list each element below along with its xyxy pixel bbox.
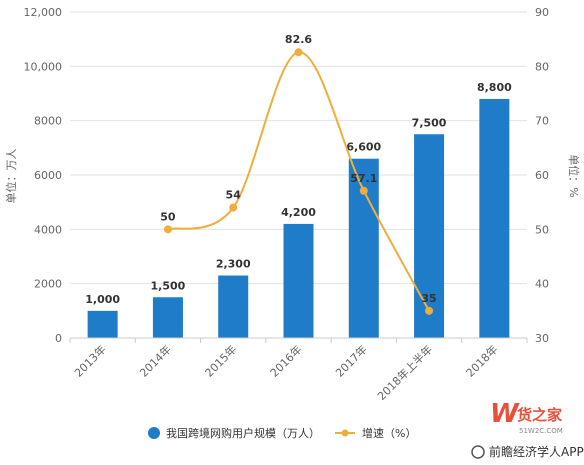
footer-logo-icon	[471, 445, 485, 459]
legend: 我国跨境网购用户规模（万人） 增速（%）	[148, 426, 416, 440]
y-axis-left-title: 单位：万人	[4, 149, 18, 204]
bar-data-label: 2,300	[216, 258, 251, 271]
line-data-label: 57.1	[350, 172, 377, 185]
bar-data-label: 8,800	[477, 81, 512, 94]
legend-bar-marker	[148, 427, 160, 439]
badge-text: 货之家	[517, 406, 562, 424]
x-tick-label: 2015年	[202, 342, 239, 379]
y-left-tick-label: 10,000	[24, 60, 63, 73]
y-left-tick-label: 8000	[34, 115, 62, 128]
line-point	[425, 306, 434, 315]
bar	[283, 223, 314, 338]
y-right-tick-label: 50	[535, 223, 549, 236]
badge-logo-mark: W	[490, 399, 520, 429]
footer-watermark: 前瞻经济学人APP	[471, 444, 584, 459]
bar	[479, 98, 510, 338]
y-right-tick-label: 80	[535, 60, 549, 73]
y-left-tick-label: 0	[55, 332, 62, 345]
y-axis-right-title: 单位：%	[567, 154, 581, 197]
site-badge: W 货之家 51W2C.COM	[490, 399, 563, 435]
bar-data-label: 4,200	[281, 206, 316, 219]
bar	[152, 297, 183, 338]
y-right-tick-label: 60	[535, 169, 549, 182]
footer-text: 前瞻经济学人APP	[489, 444, 584, 459]
x-tick-label: 2014年	[137, 342, 174, 379]
bar-series: 1,000 1,500 2,300 4,200 6,600 7,500 8,800	[85, 81, 512, 338]
y-right-tick-label: 40	[535, 278, 549, 291]
badge-subtext: 51W2C.COM	[519, 427, 563, 435]
y-right-tick-label: 90	[535, 6, 549, 19]
x-tick-label: 2016年	[267, 342, 304, 379]
line-point	[163, 225, 172, 234]
legend-line-label: 增速（%）	[362, 426, 416, 440]
y-left-tick-label: 12,000	[24, 6, 63, 19]
x-tick-label: 2018年上半年	[374, 342, 435, 403]
y-left-tick-label: 2000	[34, 278, 62, 291]
legend-bar-label: 我国跨境网购用户规模（万人）	[166, 426, 320, 440]
bar-data-label: 6,600	[346, 141, 381, 154]
bar-data-label: 1,500	[151, 279, 186, 292]
bar-data-label: 1,000	[85, 293, 120, 306]
line-series: 50 54 82.6 57.1 35	[160, 33, 437, 315]
x-tick-label: 2013年	[71, 342, 108, 379]
y-left-tick-label: 4000	[34, 223, 62, 236]
line-data-label: 82.6	[285, 33, 312, 46]
y-left-tick-label: 6000	[34, 169, 62, 182]
line-data-label: 35	[421, 292, 436, 305]
bar	[218, 275, 249, 338]
line-point	[229, 203, 238, 212]
bar-data-label: 7,500	[412, 116, 447, 129]
line-point	[359, 186, 368, 195]
line-data-label: 50	[160, 210, 176, 223]
x-tick-label: 2017年	[332, 342, 369, 379]
line-data-label: 54	[226, 189, 242, 202]
legend-line-dot	[341, 429, 349, 437]
bar	[87, 310, 118, 338]
line-point	[294, 48, 303, 57]
bar	[348, 158, 379, 338]
y-right-tick-label: 70	[535, 115, 549, 128]
bar	[414, 134, 445, 338]
x-tick-label: 2018年	[463, 342, 500, 379]
y-right-tick-label: 30	[535, 332, 549, 345]
